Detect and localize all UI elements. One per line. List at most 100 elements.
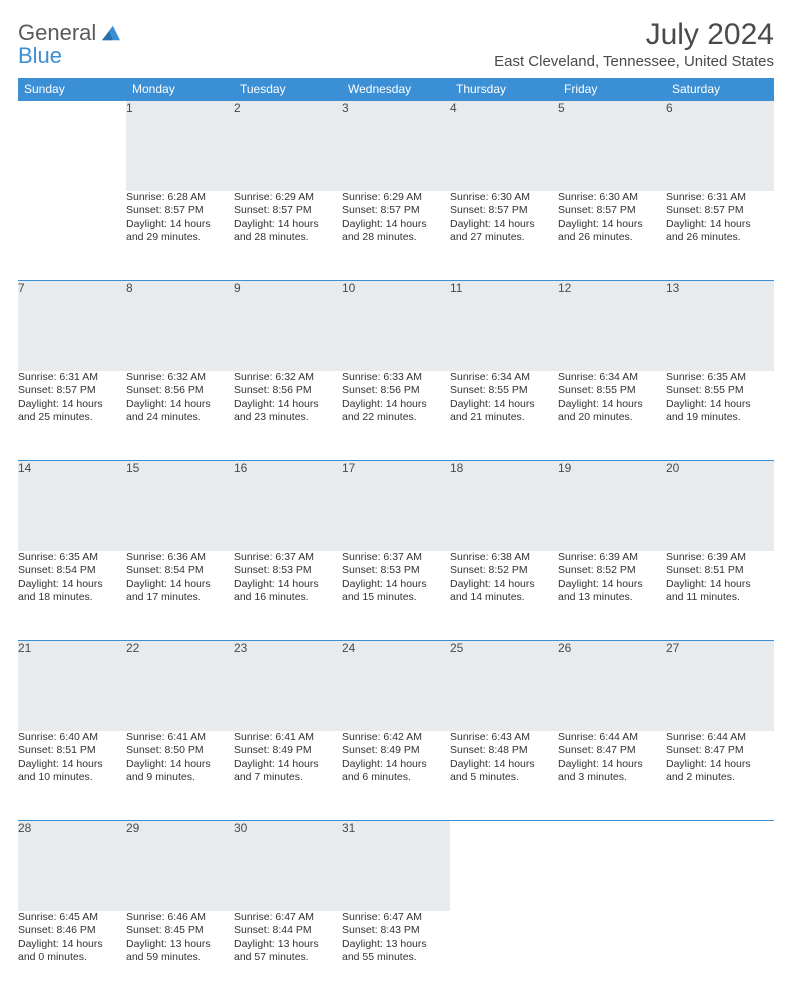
day-cell-line: and 19 minutes. <box>666 411 774 425</box>
day-cell: Sunrise: 6:35 AMSunset: 8:54 PMDaylight:… <box>18 551 126 641</box>
day-cell-line: Sunset: 8:49 PM <box>342 744 450 758</box>
day-cell: Sunrise: 6:36 AMSunset: 8:54 PMDaylight:… <box>126 551 234 641</box>
day-cell-line: Sunset: 8:53 PM <box>234 564 342 578</box>
day-cell-line: Daylight: 13 hours <box>126 938 234 952</box>
day-cell-line: Daylight: 14 hours <box>666 398 774 412</box>
day-cell-line: and 18 minutes. <box>18 591 126 605</box>
day-cell-line: Sunrise: 6:32 AM <box>234 371 342 385</box>
day-cell-line: Sunset: 8:51 PM <box>666 564 774 578</box>
title-block: July 2024 East Cleveland, Tennessee, Uni… <box>494 18 774 70</box>
day-number: 20 <box>666 461 774 551</box>
day-number: 10 <box>342 281 450 371</box>
day-cell-line: Sunset: 8:48 PM <box>450 744 558 758</box>
day-cell-line: Daylight: 14 hours <box>666 578 774 592</box>
day-cell-line: and 23 minutes. <box>234 411 342 425</box>
day-cell-line: Sunrise: 6:44 AM <box>558 731 666 745</box>
day-cell-line: Daylight: 14 hours <box>558 398 666 412</box>
day-header: Saturday <box>666 78 774 101</box>
day-cell-line: Sunrise: 6:28 AM <box>126 191 234 205</box>
day-cell-line: Daylight: 14 hours <box>342 218 450 232</box>
day-number: 22 <box>126 641 234 731</box>
day-cell: Sunrise: 6:37 AMSunset: 8:53 PMDaylight:… <box>342 551 450 641</box>
day-cell: Sunrise: 6:32 AMSunset: 8:56 PMDaylight:… <box>126 371 234 461</box>
day-header: Friday <box>558 78 666 101</box>
day-number: 6 <box>666 101 774 191</box>
day-number: 1 <box>126 101 234 191</box>
day-cell-line: Sunset: 8:55 PM <box>450 384 558 398</box>
day-cell-line: Sunrise: 6:41 AM <box>126 731 234 745</box>
day-number: 16 <box>234 461 342 551</box>
day-cell-line: and 10 minutes. <box>18 771 126 785</box>
day-cell-line: Daylight: 14 hours <box>126 578 234 592</box>
day-header: Thursday <box>450 78 558 101</box>
day-cell-line: Daylight: 14 hours <box>450 398 558 412</box>
day-cell-line: Sunset: 8:56 PM <box>234 384 342 398</box>
day-number: 8 <box>126 281 234 371</box>
day-number: 12 <box>558 281 666 371</box>
day-cell-line: Daylight: 14 hours <box>126 398 234 412</box>
day-cell: Sunrise: 6:35 AMSunset: 8:55 PMDaylight:… <box>666 371 774 461</box>
day-cell-line: and 26 minutes. <box>558 231 666 245</box>
day-cell: Sunrise: 6:31 AMSunset: 8:57 PMDaylight:… <box>666 191 774 281</box>
day-cell-line: Sunset: 8:57 PM <box>558 204 666 218</box>
day-cell-line: Sunset: 8:57 PM <box>342 204 450 218</box>
day-cell-line: Sunset: 8:52 PM <box>558 564 666 578</box>
day-cell-line: Daylight: 13 hours <box>342 938 450 952</box>
day-cell: Sunrise: 6:33 AMSunset: 8:56 PMDaylight:… <box>342 371 450 461</box>
day-cell-line: Sunset: 8:56 PM <box>126 384 234 398</box>
day-cell-line: Sunrise: 6:39 AM <box>558 551 666 565</box>
day-number: 3 <box>342 101 450 191</box>
day-cell-line: Sunrise: 6:47 AM <box>342 911 450 925</box>
day-number: 4 <box>450 101 558 191</box>
day-cell-line: Daylight: 14 hours <box>234 218 342 232</box>
day-content-row: Sunrise: 6:35 AMSunset: 8:54 PMDaylight:… <box>18 551 774 641</box>
day-number: 9 <box>234 281 342 371</box>
day-cell-line: and 16 minutes. <box>234 591 342 605</box>
day-cell-line: Sunrise: 6:36 AM <box>126 551 234 565</box>
day-cell: Sunrise: 6:42 AMSunset: 8:49 PMDaylight:… <box>342 731 450 821</box>
day-cell-line: Sunrise: 6:30 AM <box>450 191 558 205</box>
day-number: 7 <box>18 281 126 371</box>
day-cell: Sunrise: 6:44 AMSunset: 8:47 PMDaylight:… <box>666 731 774 821</box>
day-cell-line: Sunrise: 6:39 AM <box>666 551 774 565</box>
day-cell-line: Sunrise: 6:41 AM <box>234 731 342 745</box>
month-title: July 2024 <box>494 18 774 52</box>
day-cell-line: Sunset: 8:49 PM <box>234 744 342 758</box>
day-cell-line: Daylight: 14 hours <box>234 398 342 412</box>
day-cell-line: Sunset: 8:45 PM <box>126 924 234 938</box>
day-number: 14 <box>18 461 126 551</box>
day-cell-line: Sunset: 8:47 PM <box>666 744 774 758</box>
day-header: Monday <box>126 78 234 101</box>
day-cell: Sunrise: 6:47 AMSunset: 8:44 PMDaylight:… <box>234 911 342 1001</box>
day-cell-line: and 13 minutes. <box>558 591 666 605</box>
day-cell-line: Sunset: 8:57 PM <box>234 204 342 218</box>
calendar-table: Sunday Monday Tuesday Wednesday Thursday… <box>18 78 774 1001</box>
day-number: 26 <box>558 641 666 731</box>
day-cell-line: Daylight: 14 hours <box>126 758 234 772</box>
day-cell-line: Daylight: 14 hours <box>666 758 774 772</box>
day-cell-line: Sunrise: 6:29 AM <box>234 191 342 205</box>
day-cell-line: Sunset: 8:50 PM <box>126 744 234 758</box>
logo-sail-icon <box>100 24 122 42</box>
logo-text-1: General <box>18 20 96 45</box>
day-cell-line: Daylight: 14 hours <box>126 218 234 232</box>
day-cell-line: Daylight: 14 hours <box>18 398 126 412</box>
day-number <box>558 821 666 911</box>
day-number: 2 <box>234 101 342 191</box>
day-cell-line: Sunset: 8:55 PM <box>666 384 774 398</box>
day-cell: Sunrise: 6:40 AMSunset: 8:51 PMDaylight:… <box>18 731 126 821</box>
day-cell: Sunrise: 6:41 AMSunset: 8:50 PMDaylight:… <box>126 731 234 821</box>
day-cell: Sunrise: 6:45 AMSunset: 8:46 PMDaylight:… <box>18 911 126 1001</box>
day-number: 23 <box>234 641 342 731</box>
day-cell: Sunrise: 6:28 AMSunset: 8:57 PMDaylight:… <box>126 191 234 281</box>
day-number: 19 <box>558 461 666 551</box>
day-number: 21 <box>18 641 126 731</box>
day-cell-line: and 6 minutes. <box>342 771 450 785</box>
day-number: 28 <box>18 821 126 911</box>
day-cell-line: Daylight: 14 hours <box>558 578 666 592</box>
day-cell-line: and 14 minutes. <box>450 591 558 605</box>
day-number-row: 21222324252627 <box>18 641 774 731</box>
logo: General Blue <box>18 18 122 68</box>
day-cell-line: Sunrise: 6:45 AM <box>18 911 126 925</box>
day-header: Tuesday <box>234 78 342 101</box>
